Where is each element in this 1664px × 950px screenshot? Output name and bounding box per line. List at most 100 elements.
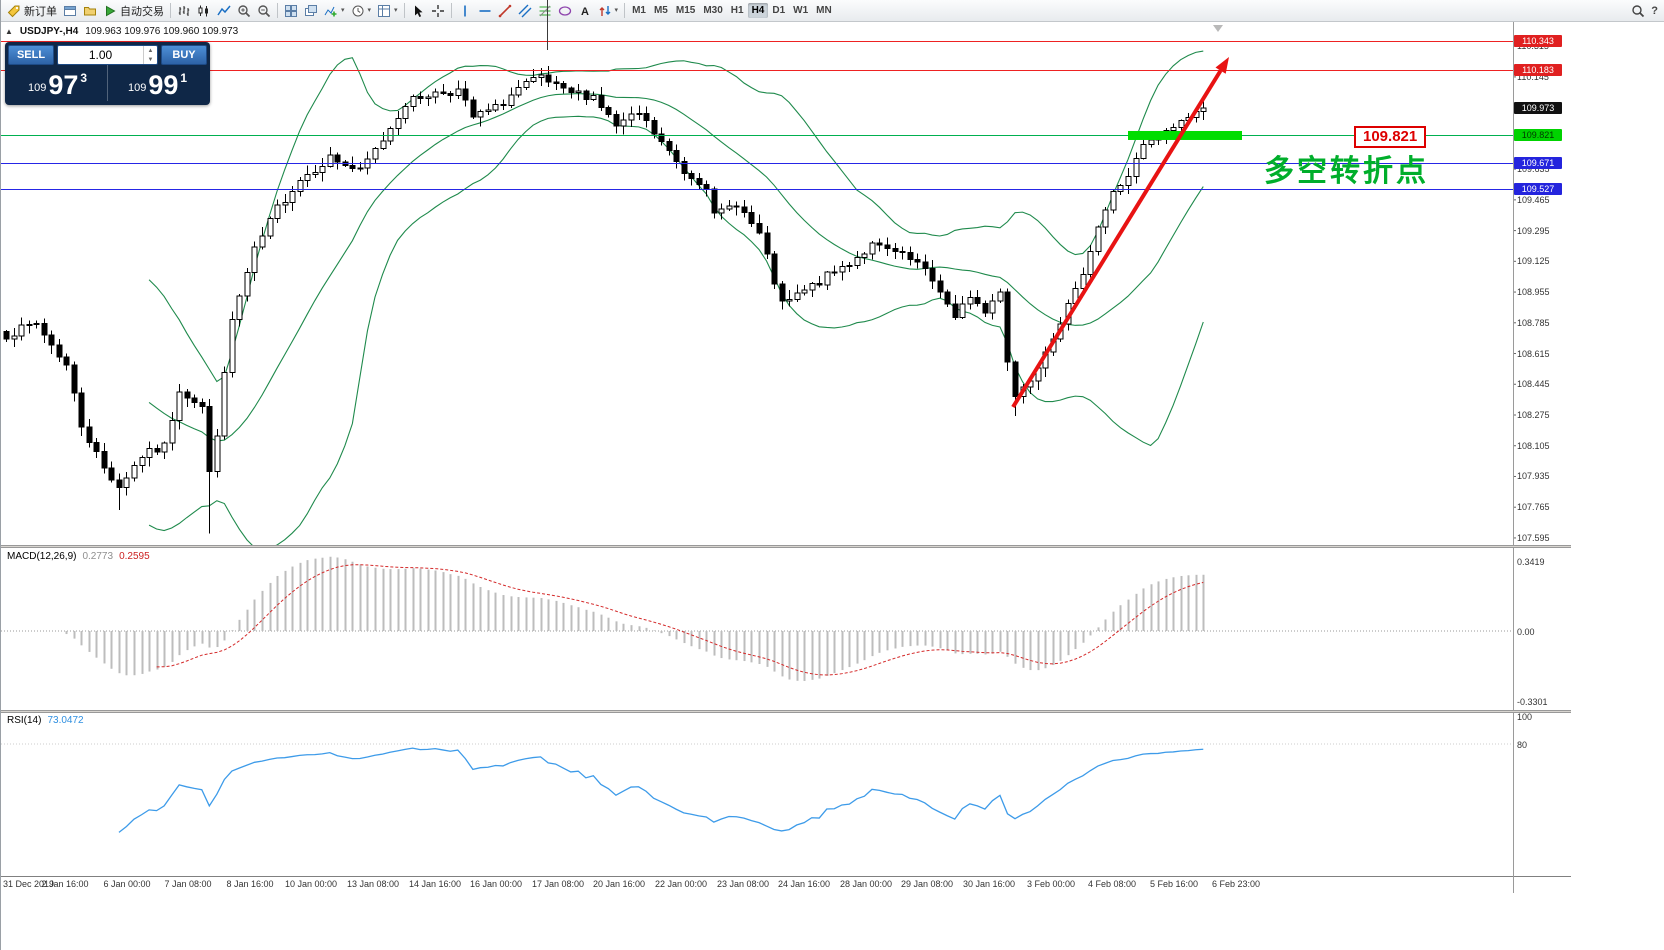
trendline-button[interactable]	[495, 1, 515, 20]
new-order-button[interactable]: 新订单	[4, 1, 60, 20]
arrows-button[interactable]: ▾	[595, 1, 622, 20]
volume-value[interactable]: 1.00	[88, 48, 113, 62]
tile-windows-icon	[285, 4, 297, 17]
price-tag: 109.527	[1514, 182, 1562, 195]
bars-chart-button[interactable]	[174, 1, 194, 20]
time-axis[interactable]	[1, 876, 1571, 895]
price-tag: 109.973	[1514, 102, 1562, 114]
bid-pip-digit: 3	[80, 71, 88, 85]
vertical-line-button[interactable]	[455, 1, 475, 20]
price-axis-label: 108.615	[1517, 348, 1550, 359]
text-button[interactable]: A	[575, 1, 595, 20]
price-axis-label: 109.465	[1517, 194, 1550, 205]
timeframe-m15-button[interactable]: M15	[675, 5, 696, 16]
time-axis-label: 8 Jan 16:00	[226, 879, 274, 889]
rsi-value: 73.0472	[47, 715, 84, 726]
crosshair-icon	[431, 4, 444, 17]
dropdown-caret-icon: ▾	[367, 7, 372, 14]
rsi-layer	[1, 743, 1513, 833]
toolbar-separator	[170, 3, 171, 18]
time-axis-label: 20 Jan 16:00	[592, 879, 646, 889]
volume-increase-button[interactable]: ▲	[147, 47, 154, 54]
text-icon: A	[581, 6, 589, 18]
cascade-windows-button[interactable]	[301, 1, 321, 20]
rsi-axis-label: 100	[1517, 712, 1533, 722]
panel-splitter[interactable]	[1, 545, 1571, 548]
candlestick-chart-icon	[198, 5, 208, 16]
zoom-out-button[interactable]	[254, 1, 274, 20]
price-axis-label: 107.935	[1517, 471, 1550, 482]
sell-button[interactable]: SELL	[8, 45, 54, 65]
price-axis-label: 108.275	[1517, 409, 1550, 420]
ask-price-display[interactable]: 109 99 1	[107, 65, 207, 101]
cascade-windows-icon	[305, 4, 317, 16]
macd-label: MACD(12,26,9)	[7, 551, 77, 562]
timeframe-mn-button[interactable]: MN	[816, 5, 832, 16]
cursor-button[interactable]	[408, 1, 428, 20]
channel-button[interactable]	[515, 1, 535, 20]
shapes-button[interactable]	[555, 1, 575, 20]
one-click-collapse-button[interactable]: ▲	[5, 27, 13, 36]
bars-chart-icon	[178, 5, 190, 16]
toolbar-help-button[interactable]: ?	[1648, 1, 1661, 20]
autotrade-button[interactable]: 自动交易	[100, 1, 167, 20]
time-axis-label: 24 Jan 16:00	[777, 879, 831, 889]
timeframe-m30-button[interactable]: M30	[703, 5, 723, 16]
horizontal-line-button[interactable]	[475, 1, 495, 20]
indicators-button[interactable]: ▾	[321, 1, 348, 20]
hlines-layer	[1, 41, 1513, 190]
macd-axis-label: -0.3301	[1517, 697, 1548, 707]
toolbar: 新订单 自动交易	[1, 0, 1664, 22]
zoom-in-icon	[238, 4, 251, 17]
new-order-icon	[7, 5, 20, 17]
line-chart-button[interactable]	[214, 1, 234, 20]
price-annotation-box: 109.821	[1354, 126, 1427, 148]
trendline-icon	[498, 4, 511, 17]
toolbar-search-button[interactable]	[1628, 1, 1648, 20]
zoom-in-button[interactable]	[234, 1, 254, 20]
time-axis-label: 10 Jan 00:00	[284, 879, 338, 889]
channel-icon	[518, 4, 532, 17]
new-chart-button[interactable]	[60, 1, 80, 20]
crosshair-button[interactable]	[428, 1, 448, 20]
timeframe-d1-button[interactable]: D1	[772, 5, 786, 16]
periods-button[interactable]: ▾	[348, 1, 375, 20]
ask-prefix: 109	[127, 82, 147, 94]
buy-button[interactable]: BUY	[161, 45, 207, 65]
indicators-icon	[324, 6, 337, 16]
price-axis-label: 109.635	[1517, 164, 1550, 175]
price-tag: 109.671	[1514, 156, 1562, 169]
bid-main-digits: 97	[48, 70, 79, 100]
candlestick-chart-button[interactable]	[194, 1, 214, 20]
panel-splitter[interactable]	[1, 710, 1571, 713]
timeframe-m5-button[interactable]: M5	[653, 5, 668, 16]
price-axis-label: 109.125	[1517, 256, 1550, 267]
timeframe-h1-button[interactable]: H1	[730, 5, 744, 16]
toolbar-separator	[450, 3, 452, 18]
toolbar-separator	[277, 3, 278, 18]
templates-button[interactable]: ▾	[374, 1, 401, 20]
bid-price-display[interactable]: 109 97 3	[8, 65, 107, 101]
macd-axis-label: 0.00	[1517, 627, 1535, 637]
navigator-button[interactable]	[80, 1, 100, 20]
volume-decrease-button[interactable]: ▼	[147, 56, 154, 63]
tile-windows-button[interactable]	[281, 1, 301, 20]
autotrade-label: 自动交易	[120, 5, 164, 18]
timeframe-h4-button[interactable]: H4	[747, 3, 769, 18]
price-axis-label: 108.445	[1517, 379, 1550, 390]
vertical-line-icon	[463, 5, 466, 16]
timeframe-m1-button[interactable]: M1	[632, 5, 646, 16]
time-axis-label: 13 Jan 08:00	[346, 879, 400, 889]
timeframe-w1-button[interactable]: W1	[793, 5, 809, 16]
price-scale-separator	[1513, 22, 1514, 893]
volume-input[interactable]: 1.00 ▲ ▼	[57, 45, 158, 65]
fibonacci-icon	[539, 5, 551, 16]
time-axis-label: 6 Feb 23:00	[1211, 879, 1261, 889]
clock-icon	[352, 5, 364, 16]
macd-info-line: MACD(12,26,9) 0.2773 0.2595	[7, 551, 150, 562]
rsi-axis-label: 80	[1517, 740, 1528, 750]
fibonacci-button[interactable]	[535, 1, 555, 20]
time-axis-label: 5 Feb 16:00	[1149, 879, 1199, 889]
